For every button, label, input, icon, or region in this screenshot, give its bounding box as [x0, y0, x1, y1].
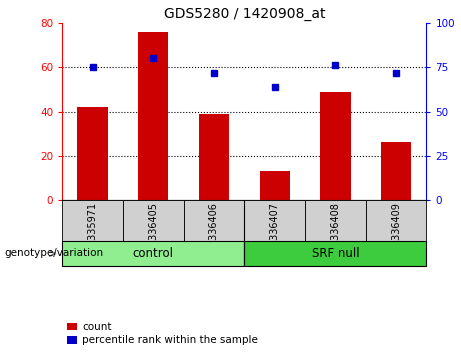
- Bar: [320, 92, 350, 200]
- Bar: [244, 200, 305, 241]
- Legend: count, percentile rank within the sample: count, percentile rank within the sample: [67, 322, 258, 345]
- Bar: [138, 32, 168, 200]
- Text: GSM336406: GSM336406: [209, 202, 219, 261]
- Bar: [199, 114, 229, 200]
- Text: SRF null: SRF null: [312, 247, 359, 260]
- Text: GSM336408: GSM336408: [331, 202, 340, 261]
- Bar: [123, 200, 183, 241]
- Bar: [183, 200, 244, 241]
- Bar: [62, 200, 123, 241]
- Bar: [381, 142, 411, 200]
- Text: GSM336405: GSM336405: [148, 202, 158, 261]
- Bar: [244, 241, 426, 266]
- Bar: [366, 200, 426, 241]
- Text: GSM336409: GSM336409: [391, 202, 401, 261]
- Text: GSM336407: GSM336407: [270, 202, 280, 261]
- Bar: [260, 171, 290, 200]
- Bar: [77, 107, 108, 200]
- Bar: [62, 241, 244, 266]
- Text: GSM335971: GSM335971: [88, 202, 98, 261]
- Text: control: control: [133, 247, 174, 260]
- Title: GDS5280 / 1420908_at: GDS5280 / 1420908_at: [164, 7, 325, 21]
- Bar: [305, 200, 366, 241]
- Text: genotype/variation: genotype/variation: [5, 249, 104, 258]
